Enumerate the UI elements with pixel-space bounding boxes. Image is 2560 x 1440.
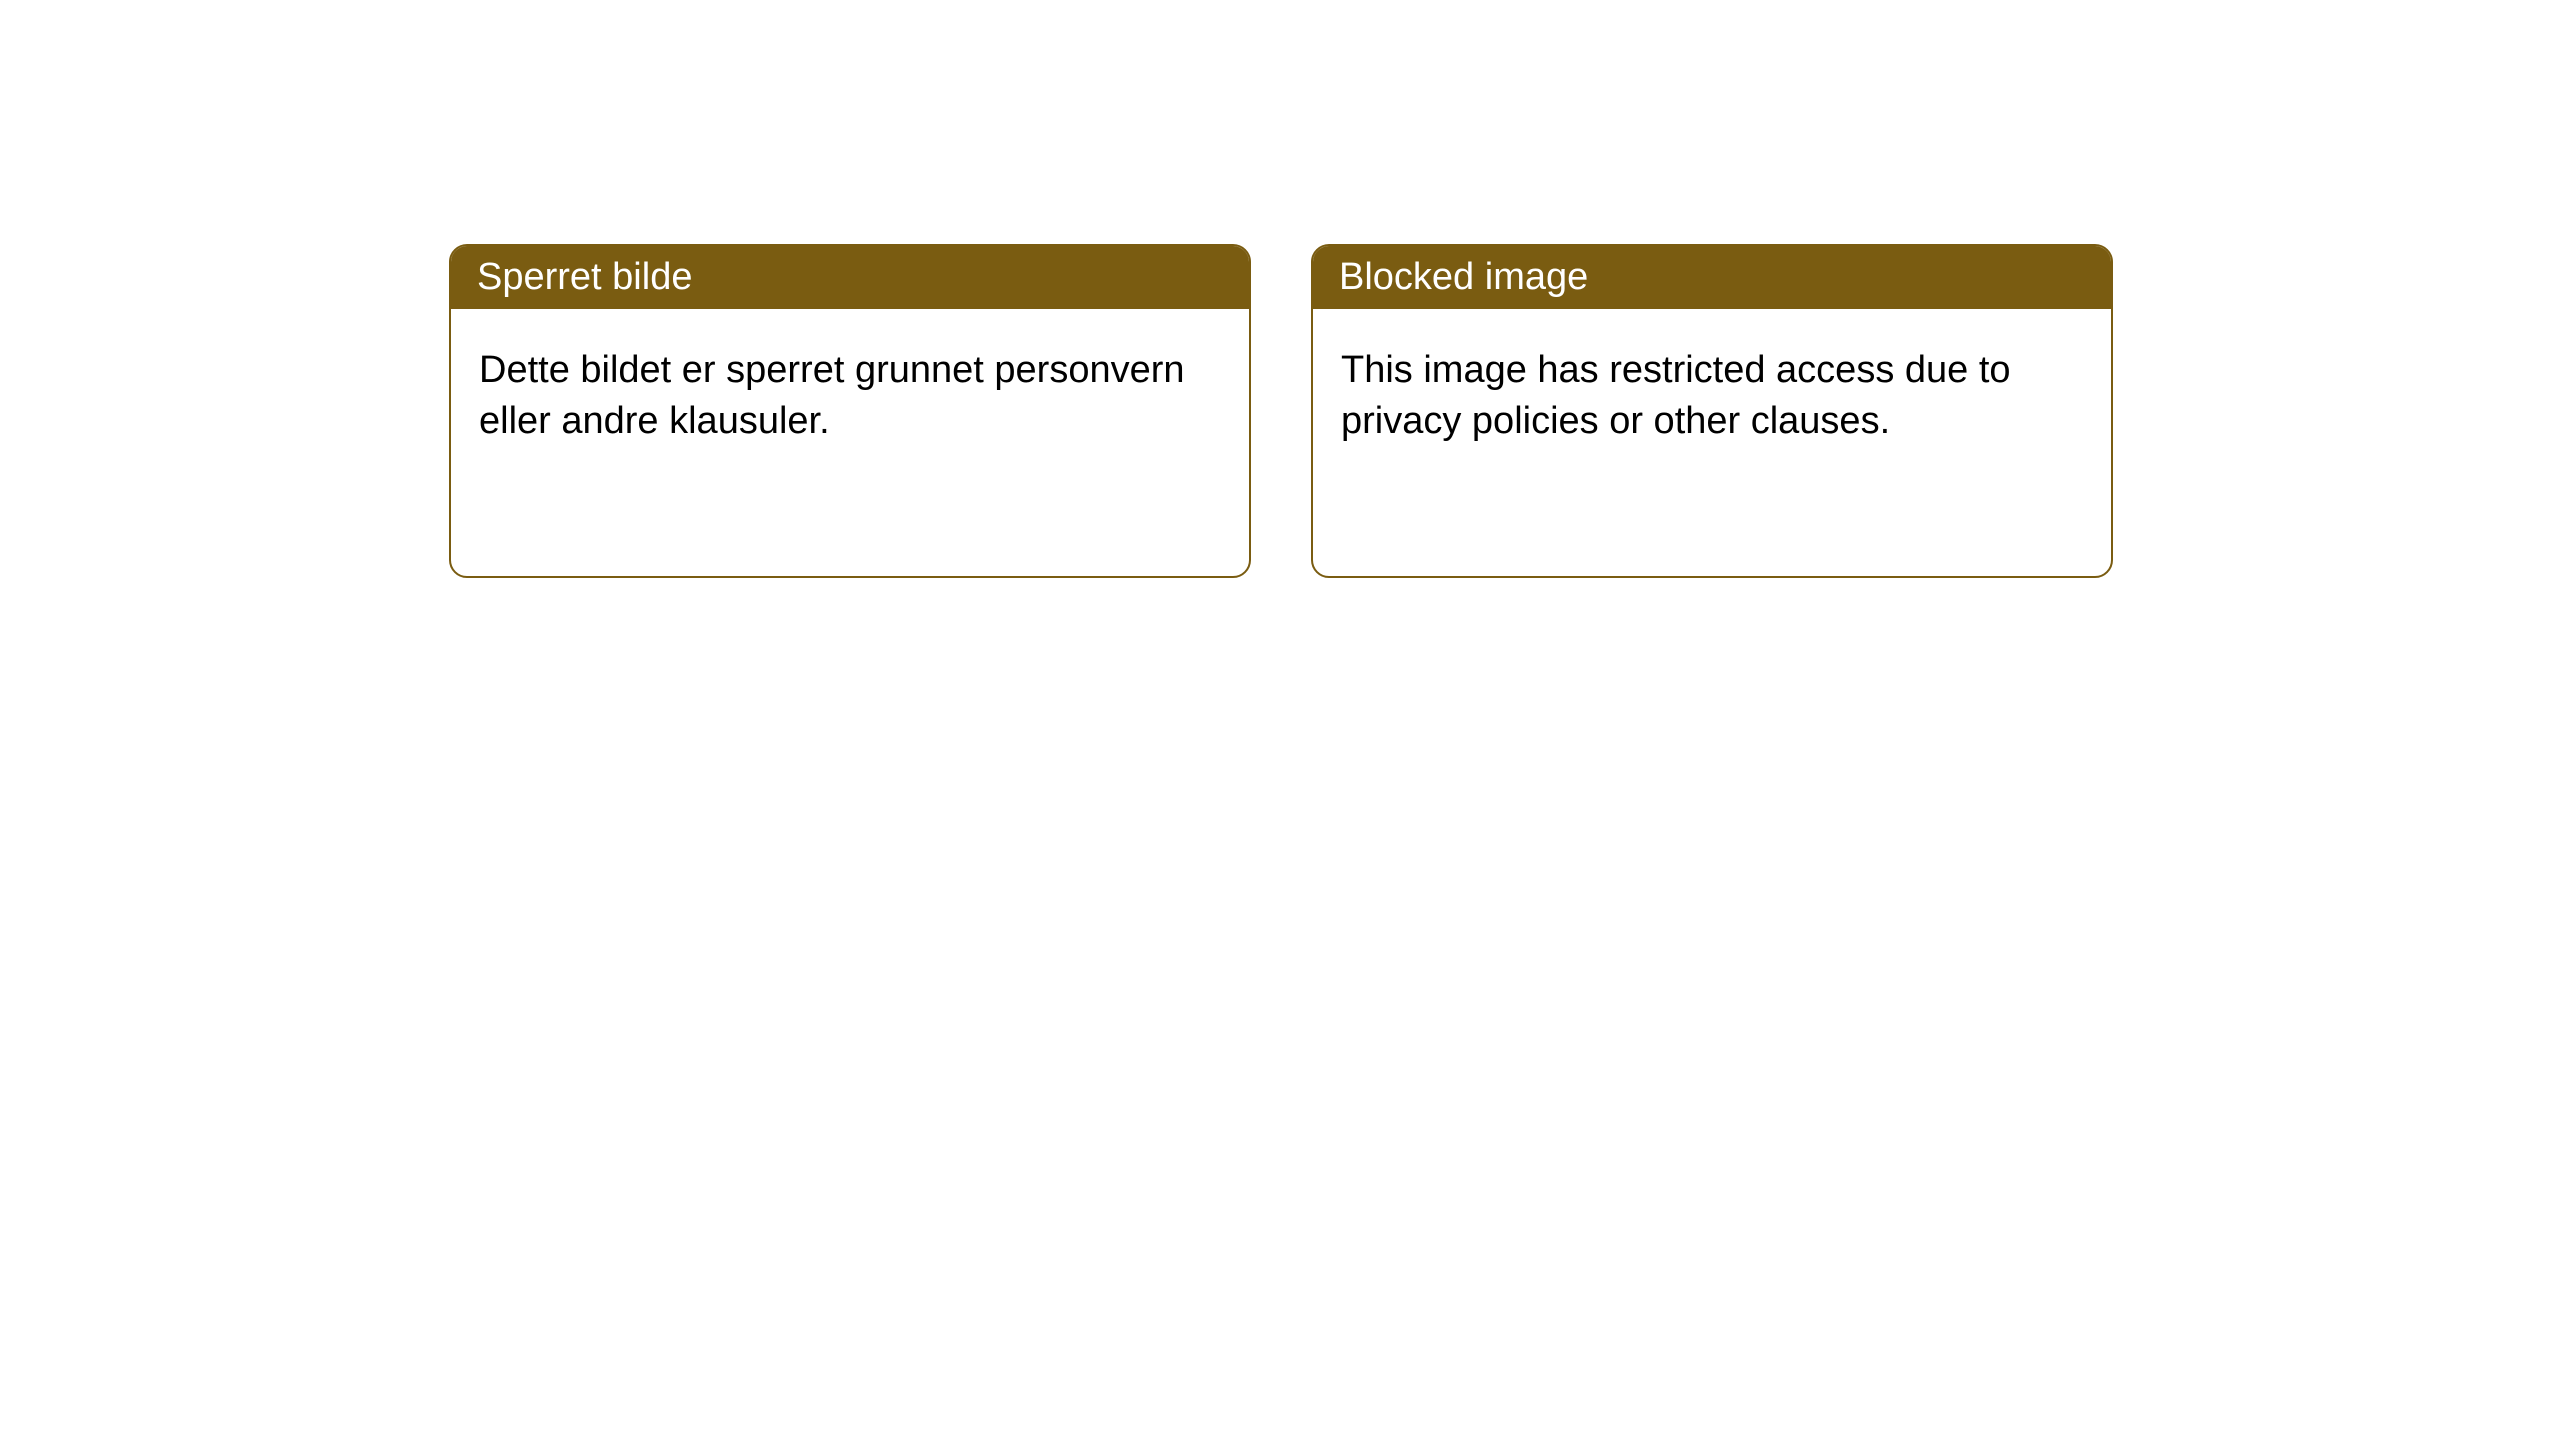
notice-card-english: Blocked image This image has restricted …	[1311, 244, 2113, 578]
notice-title: Sperret bilde	[477, 256, 692, 298]
notice-body: Dette bildet er sperret grunnet personve…	[451, 309, 1249, 484]
notice-title: Blocked image	[1339, 256, 1588, 298]
notice-body: This image has restricted access due to …	[1313, 309, 2111, 484]
notice-body-text: This image has restricted access due to …	[1341, 349, 2011, 442]
notice-card-norwegian: Sperret bilde Dette bildet er sperret gr…	[449, 244, 1251, 578]
notice-body-text: Dette bildet er sperret grunnet personve…	[479, 349, 1185, 442]
notice-container: Sperret bilde Dette bildet er sperret gr…	[449, 244, 2113, 578]
notice-header: Blocked image	[1313, 246, 2111, 309]
notice-header: Sperret bilde	[451, 246, 1249, 309]
